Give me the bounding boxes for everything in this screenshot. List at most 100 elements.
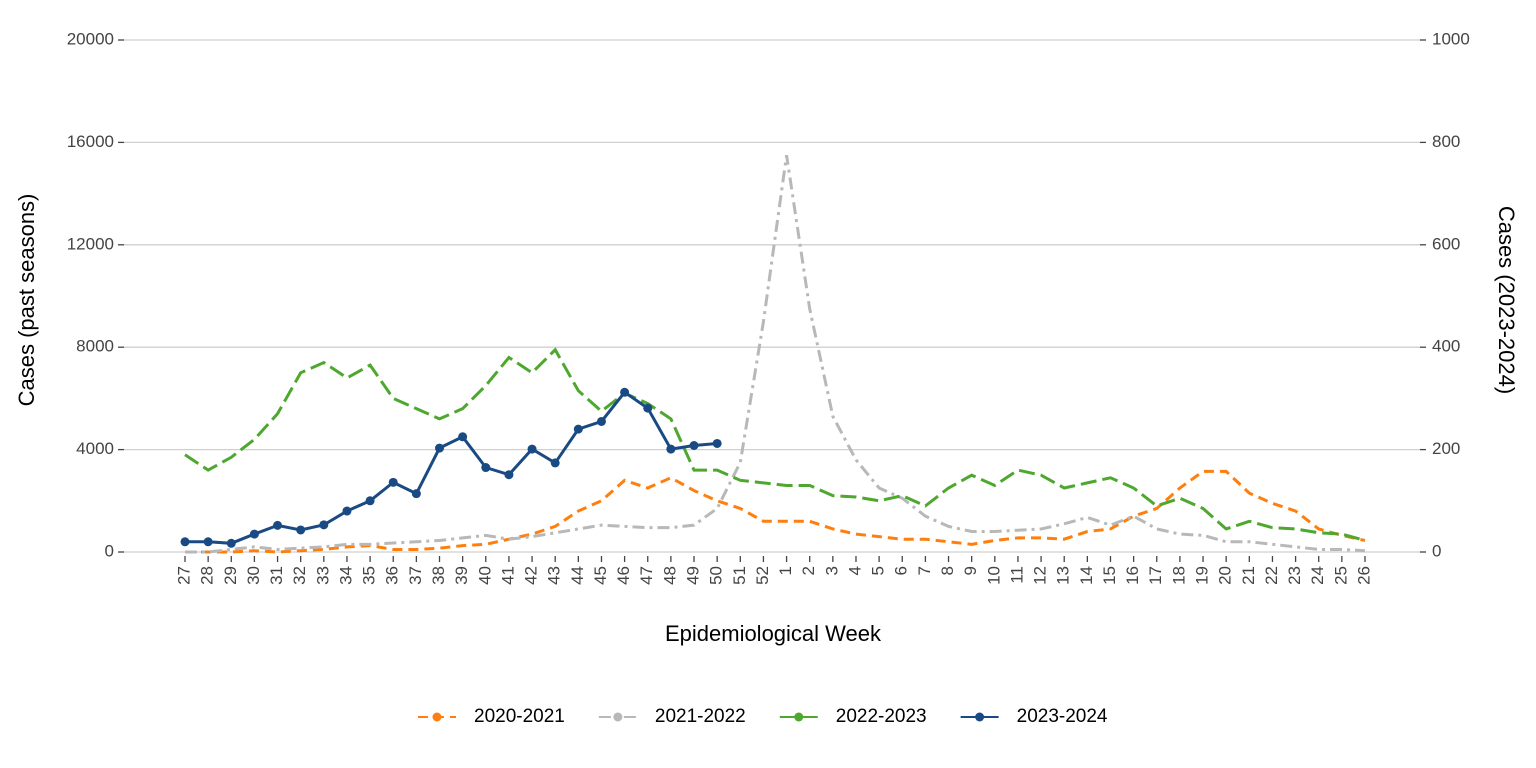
point [643, 403, 653, 413]
x-tick-label: 44 [568, 566, 587, 585]
point [550, 458, 560, 468]
point [458, 432, 468, 442]
point [365, 496, 375, 506]
point [504, 470, 514, 480]
legend-label: 2022-2023 [836, 706, 927, 727]
y2-tick-label: 600 [1432, 234, 1460, 253]
x-tick-label: 19 [1193, 566, 1212, 585]
y2-tick-label: 800 [1432, 132, 1460, 151]
y-tick-label: 0 [105, 541, 114, 560]
y-tick-label: 8000 [76, 337, 114, 356]
y-tick-label: 16000 [67, 132, 114, 151]
x-tick-label: 50 [707, 566, 726, 585]
x-tick-label: 22 [1262, 566, 1281, 585]
x-tick-label: 33 [313, 566, 332, 585]
point [296, 525, 306, 535]
legend-marker [975, 712, 985, 722]
point [319, 520, 329, 530]
x-tick-label: 51 [730, 566, 749, 585]
y-axis-label: Cases (past seasons) [14, 194, 39, 407]
x-axis-label: Epidemiological Week [665, 621, 882, 646]
x-tick-label: 45 [591, 566, 610, 585]
x-tick-label: 46 [614, 566, 633, 585]
x-tick-label: 31 [267, 566, 286, 585]
x-tick-label: 11 [1007, 566, 1026, 584]
x-tick-label: 21 [1239, 566, 1258, 585]
legend-label: 2020-2021 [474, 706, 565, 727]
x-tick-label: 4 [845, 566, 864, 575]
y-tick-label: 12000 [67, 234, 114, 253]
y-tick-label: 4000 [76, 439, 114, 458]
point [388, 477, 398, 487]
series-line [185, 154, 1366, 554]
series-line [184, 347, 1366, 542]
x-tick-label: 15 [1100, 566, 1119, 585]
point [712, 438, 722, 448]
x-tick-label: 43 [545, 566, 564, 585]
point [411, 489, 421, 499]
x-tick-label: 39 [452, 566, 471, 585]
series-line [185, 469, 1366, 554]
point [435, 443, 445, 453]
y2-tick-label: 400 [1432, 337, 1460, 356]
x-tick-label: 7 [915, 566, 934, 575]
point [226, 538, 236, 548]
point [573, 424, 583, 434]
point [481, 463, 491, 473]
x-tick-label: 23 [1285, 566, 1304, 585]
y2-tick-label: 200 [1432, 439, 1460, 458]
point [666, 444, 676, 454]
y2-axis-label: Cases (2023-2024) [1494, 206, 1519, 394]
x-tick-label: 6 [892, 566, 911, 575]
x-tick-label: 18 [1169, 566, 1188, 585]
x-tick-label: 16 [1123, 566, 1142, 585]
x-tick-label: 40 [475, 566, 494, 585]
x-tick-label: 5 [869, 566, 888, 575]
x-tick-label: 52 [753, 566, 772, 585]
x-tick-label: 26 [1354, 566, 1373, 585]
point [342, 506, 352, 516]
x-tick-label: 47 [637, 566, 656, 585]
x-tick-label: 32 [290, 566, 309, 585]
x-tick-label: 8 [938, 566, 957, 575]
x-tick-label: 30 [244, 566, 263, 585]
point [273, 520, 283, 530]
x-tick-label: 14 [1077, 566, 1096, 585]
x-tick-label: 1 [776, 566, 795, 575]
x-tick-label: 17 [1146, 566, 1165, 585]
x-tick-label: 35 [360, 566, 379, 585]
x-tick-label: 41 [498, 566, 517, 585]
legend-marker [794, 712, 804, 722]
legend-label: 2023-2024 [1017, 706, 1108, 727]
y2-tick-label: 1000 [1432, 29, 1470, 48]
x-tick-label: 13 [1054, 566, 1073, 585]
x-tick-label: 36 [383, 566, 402, 585]
x-tick-label: 49 [684, 566, 703, 585]
point [689, 441, 699, 451]
x-tick-label: 42 [522, 566, 541, 585]
series-line [185, 390, 718, 545]
x-tick-label: 25 [1331, 566, 1350, 585]
x-tick-label: 48 [660, 566, 679, 585]
x-tick-label: 12 [1031, 566, 1050, 585]
point [180, 537, 190, 547]
x-tick-label: 29 [221, 566, 240, 585]
x-tick-label: 27 [174, 566, 193, 585]
point [620, 387, 630, 397]
x-tick-label: 9 [961, 566, 980, 575]
y2-tick-label: 0 [1432, 541, 1441, 560]
x-tick-label: 24 [1308, 566, 1327, 585]
legend-label: 2021-2022 [655, 706, 746, 727]
point [596, 416, 606, 426]
x-tick-label: 10 [984, 566, 1003, 585]
x-tick-label: 34 [336, 566, 355, 585]
point [203, 537, 213, 547]
x-tick-label: 20 [1216, 566, 1235, 585]
x-tick-label: 37 [406, 566, 425, 585]
x-tick-label: 38 [429, 566, 448, 585]
x-tick-label: 3 [822, 566, 841, 575]
x-tick-label: 2 [799, 566, 818, 575]
x-tick-label: 28 [198, 566, 217, 585]
y-tick-label: 20000 [67, 29, 114, 48]
